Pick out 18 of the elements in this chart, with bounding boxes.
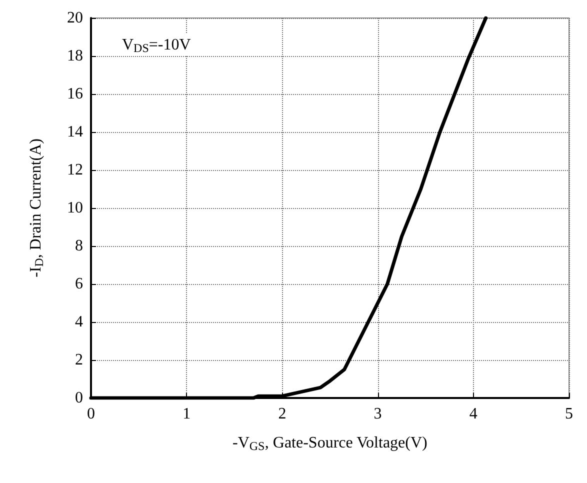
y-tick-label: 10 [67,200,83,216]
y-axis-title: -ID, Drain Current(A) [28,138,46,278]
y-tick-label: 6 [75,276,83,292]
x-tick-label: 2 [278,406,286,422]
y-tick-label: 12 [67,162,83,178]
x-tick-label: 1 [182,406,191,422]
y-tick-label: 0 [75,390,83,406]
y-tick-label: 20 [67,10,83,26]
y-tick-label: 4 [75,314,83,330]
x-tick-label: 4 [469,406,478,422]
y-tick-label: 14 [67,124,83,140]
y-tick-label: 8 [75,238,83,254]
y-tick-label: 18 [67,48,83,64]
x-tick-label: 3 [374,406,382,422]
y-tick-label: 16 [67,86,83,102]
x-tick-label: 5 [565,406,573,422]
x-tick-label: 0 [87,406,95,422]
y-tick-label: 2 [75,352,83,368]
